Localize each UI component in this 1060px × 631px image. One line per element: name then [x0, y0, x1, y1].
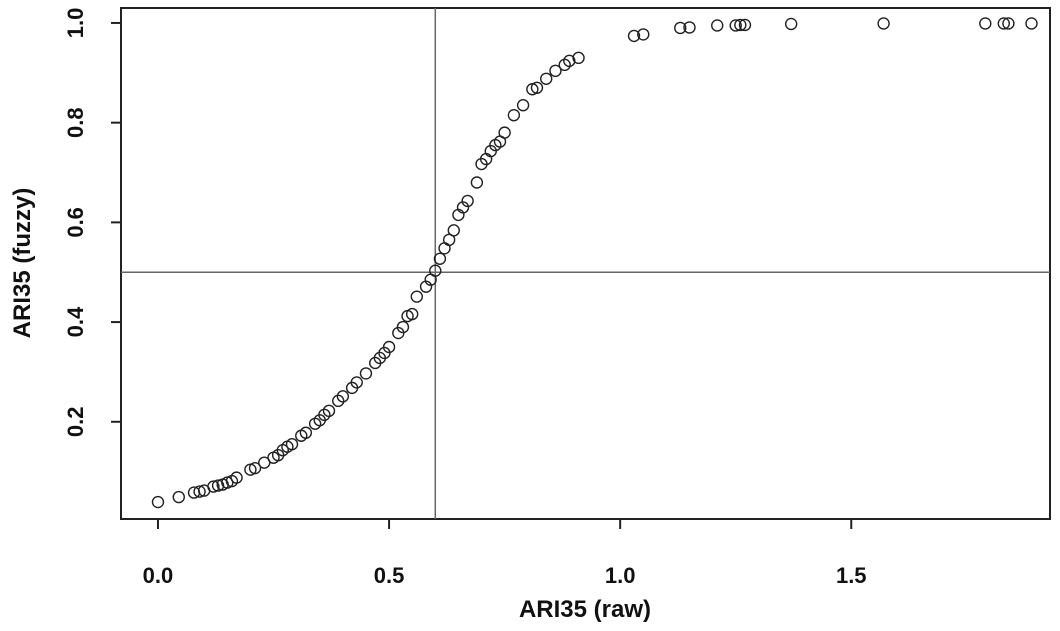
data-point [979, 17, 992, 30]
data-point [405, 307, 419, 321]
data-point [359, 367, 373, 380]
data-point [549, 64, 562, 78]
data-point [711, 19, 724, 32]
y-tick-label: 0.8 [63, 107, 88, 138]
x-tick-label: 1.5 [836, 563, 867, 588]
data-point [433, 252, 447, 265]
data-point [674, 21, 687, 35]
data-point [456, 201, 470, 214]
data-point [516, 99, 530, 112]
y-tick-label: 1.0 [63, 8, 88, 39]
data-point [1025, 17, 1038, 30]
data-point [336, 390, 350, 403]
y-tick-label: 0.2 [63, 406, 88, 437]
data-point [350, 376, 363, 389]
data-point [877, 17, 890, 30]
data-point [332, 394, 345, 408]
data-point [530, 81, 544, 94]
data-point [734, 18, 747, 32]
x-axis: 0.0 0.5 1.0 1.5 [143, 519, 867, 588]
data-point [784, 17, 798, 31]
data-point [470, 176, 484, 189]
data-point [498, 126, 511, 139]
data-point [563, 54, 576, 68]
data-points [151, 17, 1038, 509]
x-tick-label: 1.0 [605, 563, 636, 588]
y-axis: 0.2 0.4 0.6 0.8 1.0 [63, 8, 121, 437]
x-axis-label: ARI35 (raw) [519, 596, 651, 623]
data-point [1002, 17, 1015, 30]
data-point [429, 264, 442, 277]
reference-lines [121, 8, 1050, 519]
x-tick-label: 0.5 [374, 563, 405, 588]
data-point [447, 224, 460, 237]
data-point [382, 340, 396, 354]
data-point [540, 72, 553, 85]
data-point [193, 485, 206, 498]
data-point [322, 404, 336, 418]
data-point [637, 28, 650, 41]
data-point [997, 17, 1010, 30]
data-point [211, 479, 225, 492]
data-point [507, 108, 521, 122]
data-point [151, 495, 165, 509]
data-point [172, 490, 185, 504]
data-point [627, 29, 641, 43]
data-point [738, 18, 752, 32]
data-point [438, 242, 451, 255]
data-point [299, 426, 313, 439]
data-point [410, 290, 424, 303]
data-point [258, 456, 271, 469]
data-point [207, 480, 220, 493]
y-tick-label: 0.6 [63, 207, 88, 238]
data-point [729, 19, 742, 32]
x-tick-label: 0.0 [143, 563, 174, 588]
data-point [248, 461, 262, 475]
data-point [572, 51, 585, 65]
y-axis-label: ARI35 (fuzzy) [9, 188, 36, 339]
data-point [230, 471, 243, 484]
data-point [461, 194, 474, 208]
data-point [396, 320, 410, 334]
y-tick-label: 0.4 [63, 306, 88, 337]
data-point [285, 438, 299, 451]
data-point [683, 21, 696, 34]
plot-frame [120, 7, 1051, 520]
